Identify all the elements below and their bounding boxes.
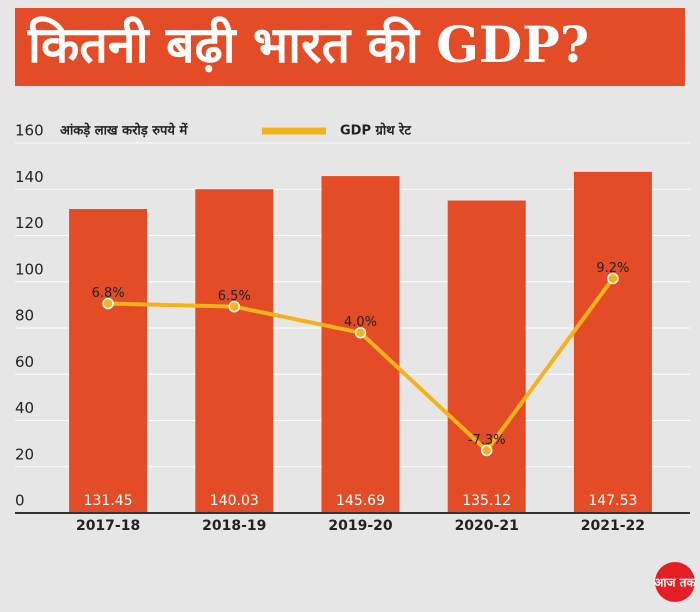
- growth-point: [607, 272, 619, 285]
- x-tick-label: 2017-18: [76, 518, 140, 534]
- chart-title: कितनी बढ़ी भारत की GDP?: [27, 15, 589, 74]
- growth-point: [354, 326, 367, 339]
- y-tick-label: 140: [15, 168, 44, 186]
- growth-point: [228, 300, 241, 313]
- logo-text: आज तक: [654, 576, 696, 590]
- legend-label: GDP ग्रोथ रेट: [340, 123, 411, 139]
- growth-point: [102, 297, 114, 310]
- bar: [69, 209, 148, 513]
- growth-point: [480, 444, 493, 457]
- bar-value-label: 145.69: [336, 493, 385, 509]
- bar: [573, 171, 652, 514]
- bar: [447, 200, 526, 513]
- x-tick-label: 2018-19: [202, 518, 266, 534]
- growth-label: 4.0%: [344, 315, 377, 330]
- y-tick-label: 160: [15, 122, 44, 140]
- bar-value-label: 131.45: [84, 493, 133, 509]
- bar-value-label: 140.03: [210, 493, 259, 509]
- y-tick-label: 20: [15, 445, 34, 463]
- growth-label: 6.5%: [218, 289, 251, 304]
- y-tick-label: 100: [15, 260, 44, 278]
- unit-note: आंकड़े लाख करोड़ रुपये में: [60, 123, 188, 139]
- x-tick-label: 2019-20: [328, 518, 393, 534]
- growth-label: 6.8%: [92, 286, 125, 301]
- bar-value-label: 135.12: [462, 493, 511, 509]
- logo: आज तक: [654, 562, 696, 602]
- x-tick-label: 2020-21: [455, 518, 519, 534]
- bar: [321, 176, 400, 514]
- y-tick-label: 0: [15, 492, 25, 510]
- growth-label: -7.3%: [468, 433, 506, 448]
- x-tick-label: 2021-22: [581, 518, 645, 534]
- title-banner: [15, 8, 685, 86]
- bar: [195, 189, 274, 514]
- y-tick-label: 120: [15, 214, 44, 232]
- logo-badge: [655, 562, 695, 602]
- y-tick-label: 40: [15, 399, 34, 417]
- y-tick-label: 80: [15, 307, 34, 325]
- y-tick-label: 60: [15, 353, 34, 371]
- growth-label: 9.2%: [596, 261, 629, 276]
- bar-value-label: 147.53: [588, 493, 637, 509]
